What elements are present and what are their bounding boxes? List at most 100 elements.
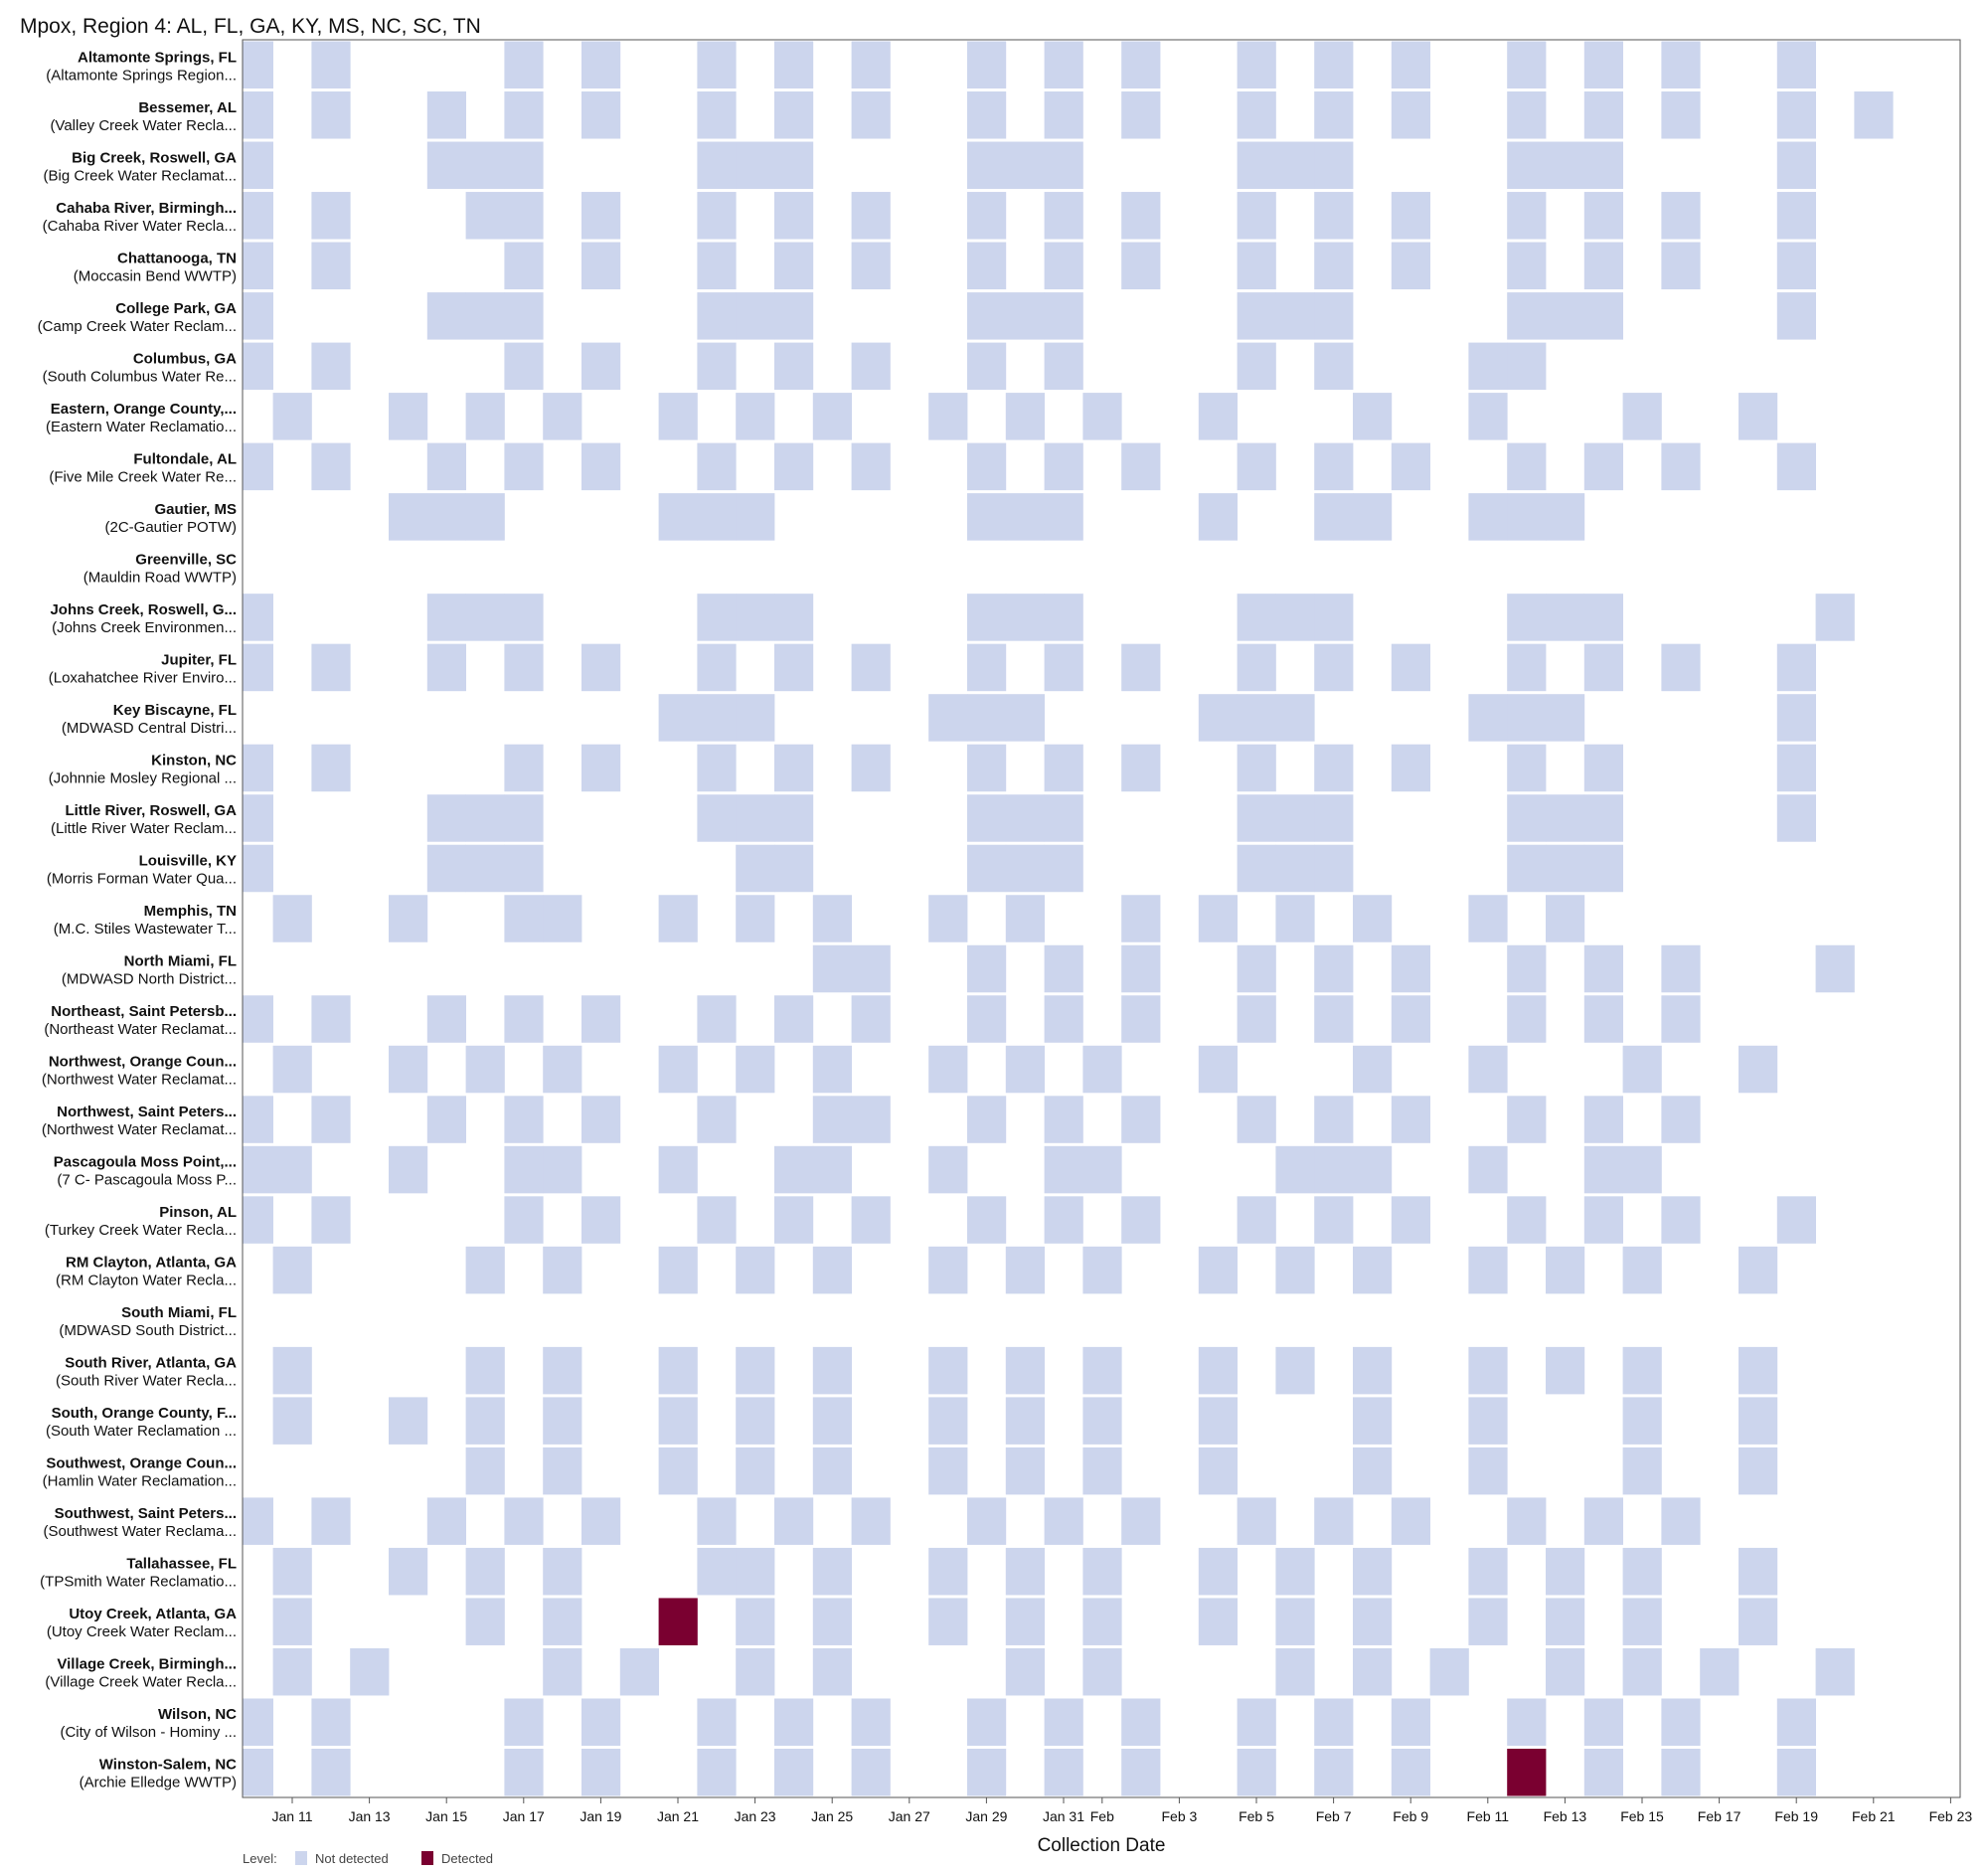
cell-not-detected (967, 995, 1007, 1043)
cell-not-detected (1661, 41, 1701, 89)
cell-not-detected (967, 844, 1007, 893)
site-name-label: Pinson, AL (159, 1204, 237, 1221)
site-plant-label: (Five Mile Creek Water Re... (49, 468, 237, 485)
cell-not-detected (658, 1145, 698, 1194)
cell-not-detected (1776, 192, 1816, 240)
site-plant-label: (South Columbus Water Re... (43, 368, 237, 385)
cell-not-detected (812, 1647, 852, 1696)
cell-not-detected (1468, 1447, 1508, 1495)
cell-not-detected (1082, 1647, 1122, 1696)
site-name-label: Greenville, SC (135, 551, 237, 568)
cell-not-detected (1314, 493, 1354, 541)
cell-not-detected (812, 1547, 852, 1596)
cell-not-detected (243, 1096, 273, 1143)
cell-detected (658, 1598, 698, 1645)
legend-swatch (421, 1851, 433, 1865)
cell-not-detected (272, 1346, 312, 1395)
cell-not-detected (504, 192, 544, 240)
site-plant-label: (Southwest Water Reclama... (43, 1523, 237, 1540)
cell-not-detected (1583, 1196, 1623, 1244)
site-name-label: Utoy Creek, Atlanta, GA (69, 1606, 237, 1622)
cell-not-detected (1583, 1145, 1623, 1194)
cell-not-detected (1121, 192, 1161, 240)
cell-not-detected (812, 1145, 852, 1194)
cell-not-detected (697, 643, 737, 692)
cell-not-detected (1854, 91, 1894, 139)
site-plant-label: (Utoy Creek Water Reclam... (47, 1623, 237, 1640)
cell-not-detected (543, 1045, 582, 1094)
cell-not-detected (311, 242, 351, 290)
cell-not-detected (774, 342, 814, 391)
cell-not-detected (1622, 1346, 1662, 1395)
cell-not-detected (1121, 944, 1161, 993)
cell-not-detected (1121, 643, 1161, 692)
cell-not-detected (311, 442, 351, 491)
cell-not-detected (504, 995, 544, 1043)
cell-not-detected (426, 1096, 466, 1143)
cell-not-detected (1661, 242, 1701, 290)
cell-not-detected (851, 91, 891, 139)
cell-not-detected (812, 393, 852, 440)
cell-not-detected (1082, 1045, 1122, 1094)
cell-not-detected (1391, 41, 1430, 89)
cell-not-detected (1314, 744, 1354, 792)
cell-not-detected (697, 442, 737, 491)
cell-not-detected (736, 794, 775, 842)
cell-not-detected (1044, 192, 1083, 240)
cell-not-detected (851, 995, 891, 1043)
cell-not-detected (543, 1547, 582, 1596)
cell-not-detected (311, 1698, 351, 1746)
cell-not-detected (1546, 844, 1585, 893)
site-plant-label: (MDWASD South District... (59, 1322, 237, 1339)
site-plant-label: (2C-Gautier POTW) (104, 519, 237, 536)
cell-not-detected (581, 41, 621, 89)
cell-not-detected (1275, 1246, 1315, 1294)
cell-not-detected (1044, 1698, 1083, 1746)
cell-not-detected (1507, 292, 1547, 340)
heatmap-cells (243, 41, 1894, 1796)
cell-not-detected (928, 895, 968, 942)
cell-not-detected (389, 1397, 428, 1445)
cell-not-detected (736, 844, 775, 893)
cell-not-detected (389, 1547, 428, 1596)
x-axis-label: Collection Date (1038, 1835, 1166, 1856)
cell-not-detected (1044, 995, 1083, 1043)
cell-not-detected (736, 895, 775, 942)
plot-frame (242, 39, 1961, 1798)
cell-not-detected (1583, 594, 1623, 641)
cell-not-detected (928, 393, 968, 440)
cell-not-detected (1237, 594, 1276, 641)
cell-not-detected (1661, 192, 1701, 240)
site-plant-label: (Hamlin Water Reclamation... (43, 1473, 237, 1490)
cell-not-detected (1583, 91, 1623, 139)
cell-not-detected (504, 895, 544, 942)
cell-not-detected (736, 1045, 775, 1094)
cell-not-detected (1198, 1246, 1238, 1294)
cell-not-detected (1082, 1547, 1122, 1596)
cell-not-detected (311, 1748, 351, 1796)
x-tick-label: Feb 11 (1467, 1808, 1510, 1824)
cell-not-detected (1275, 292, 1315, 340)
cell-not-detected (1546, 1598, 1585, 1645)
cell-not-detected (1005, 1447, 1045, 1495)
cell-not-detected (243, 192, 273, 240)
cell-not-detected (697, 694, 737, 742)
site-name-label: Columbus, GA (133, 350, 237, 367)
cell-not-detected (1314, 1196, 1354, 1244)
cell-not-detected (1353, 1447, 1393, 1495)
cell-not-detected (1622, 1547, 1662, 1596)
cell-not-detected (1507, 1698, 1547, 1746)
cell-not-detected (1622, 1647, 1662, 1696)
cell-not-detected (1237, 192, 1276, 240)
cell-not-detected (1815, 594, 1855, 641)
cell-not-detected (736, 141, 775, 190)
cell-not-detected (774, 1748, 814, 1796)
cell-not-detected (311, 1196, 351, 1244)
site-name-label: Bessemer, AL (138, 99, 237, 116)
cell-not-detected (1082, 1246, 1122, 1294)
cell-not-detected (1314, 1497, 1354, 1545)
cell-not-detected (658, 895, 698, 942)
cell-not-detected (1237, 1698, 1276, 1746)
cell-not-detected (1237, 91, 1276, 139)
cell-not-detected (426, 91, 466, 139)
